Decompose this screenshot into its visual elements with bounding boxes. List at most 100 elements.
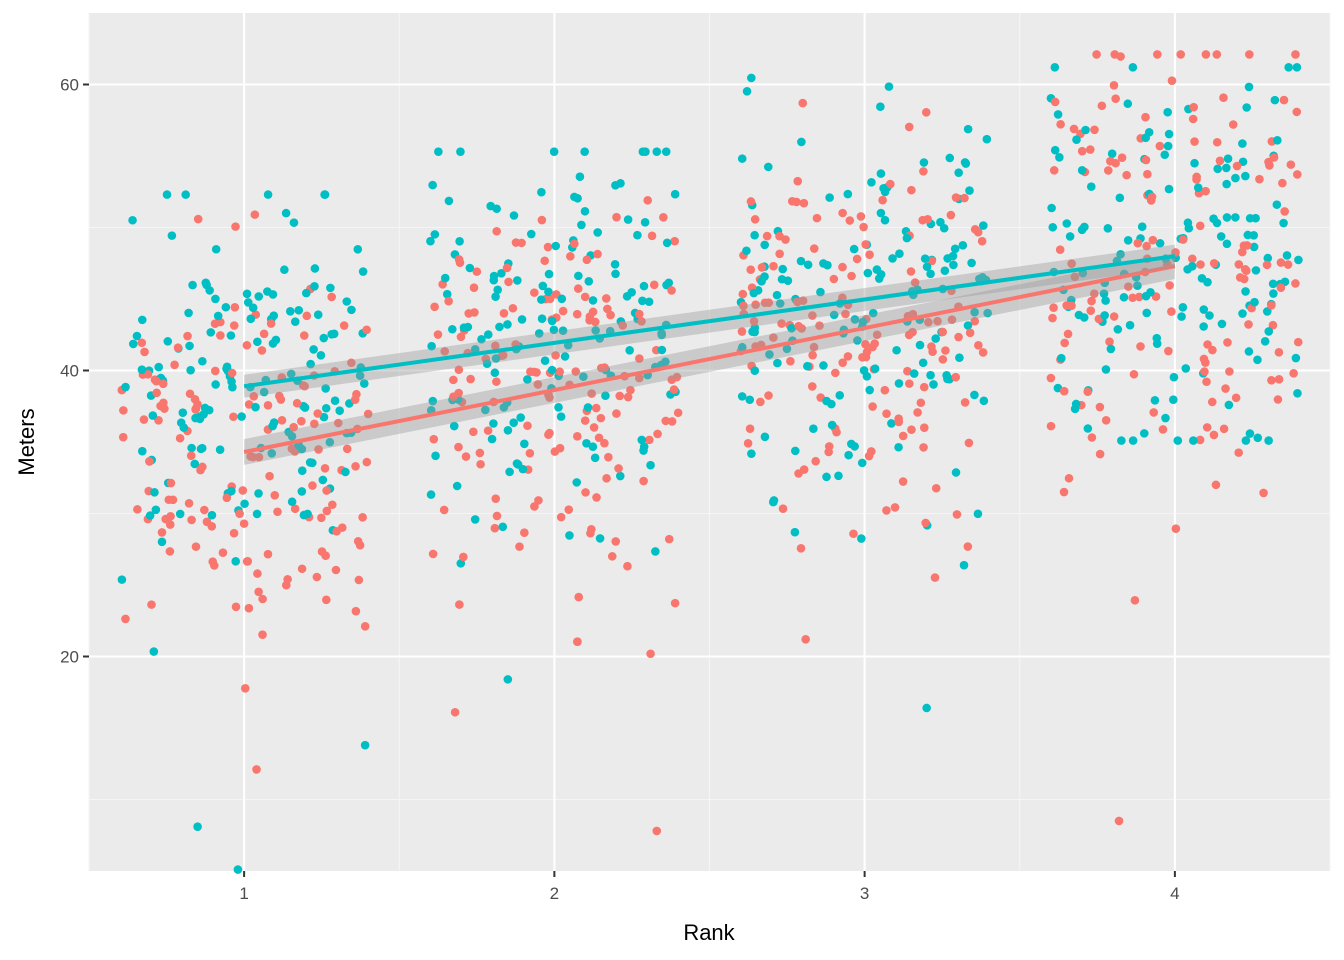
data-point: [747, 449, 756, 459]
data-point: [600, 438, 609, 448]
data-point: [610, 260, 620, 269]
data-point: [1276, 258, 1286, 267]
data-point: [1232, 161, 1242, 171]
data-point: [497, 269, 506, 278]
data-point: [672, 372, 682, 382]
data-point: [119, 406, 128, 415]
data-point: [601, 391, 610, 401]
data-point: [1143, 169, 1152, 179]
data-point: [657, 329, 666, 338]
data-point: [246, 452, 255, 461]
data-point: [491, 292, 500, 301]
data-point: [635, 354, 644, 363]
data-point: [319, 333, 329, 343]
data-point: [1070, 272, 1080, 282]
data-point: [977, 236, 987, 246]
data-point: [476, 459, 485, 469]
data-point: [517, 315, 527, 324]
data-point: [919, 423, 929, 432]
data-point: [637, 435, 647, 445]
axes: 1 2 3 4 20 40 60: [60, 76, 1180, 904]
data-point: [322, 486, 331, 495]
data-point: [1245, 213, 1255, 223]
data-point: [748, 327, 757, 336]
data-point: [533, 380, 543, 389]
data-point: [558, 326, 568, 335]
data-point: [149, 647, 159, 656]
data-point: [909, 369, 919, 378]
data-point: [429, 434, 439, 444]
data-point: [254, 452, 264, 462]
data-point: [661, 416, 671, 426]
data-point: [319, 412, 329, 422]
data-point: [1117, 153, 1127, 163]
data-point: [1086, 182, 1096, 191]
data-point: [330, 396, 340, 405]
data-point: [516, 413, 525, 422]
data-point: [228, 382, 237, 392]
data-point: [670, 598, 680, 608]
data-point: [283, 574, 292, 584]
data-point: [1244, 320, 1253, 329]
data-point: [221, 302, 231, 312]
data-point: [852, 254, 862, 264]
data-point: [1241, 171, 1250, 181]
data-point: [1163, 107, 1172, 117]
data-point: [321, 403, 331, 413]
data-point: [922, 703, 931, 713]
data-point: [1181, 364, 1191, 373]
data-point: [455, 237, 464, 246]
data-point: [892, 345, 901, 355]
data-point: [749, 288, 759, 298]
data-point: [466, 374, 475, 384]
data-point: [196, 465, 205, 475]
data-point: [1062, 301, 1071, 310]
data-point: [591, 326, 600, 335]
data-point: [504, 277, 513, 287]
data-point: [1231, 393, 1241, 403]
data-point: [490, 523, 500, 533]
data-point: [763, 162, 773, 172]
data-point: [967, 258, 976, 268]
data-point: [926, 370, 935, 380]
data-point: [880, 385, 890, 395]
data-point: [646, 649, 655, 659]
data-point: [1264, 157, 1273, 167]
data-point: [607, 552, 617, 561]
data-point: [904, 122, 914, 132]
data-point: [775, 299, 785, 308]
data-point: [965, 186, 974, 195]
data-point: [564, 505, 574, 514]
data-point: [187, 443, 196, 453]
data-point: [554, 402, 563, 412]
data-point: [1136, 342, 1145, 351]
data-point: [133, 505, 142, 514]
data-point: [1063, 329, 1073, 339]
data-point: [257, 346, 267, 355]
data-point: [894, 417, 904, 427]
data-point: [801, 635, 810, 644]
data-point: [657, 345, 667, 355]
data-point: [919, 167, 928, 176]
data-point: [207, 522, 217, 531]
data-point: [612, 409, 621, 418]
data-point: [824, 447, 833, 457]
data-point: [639, 476, 648, 486]
data-point: [178, 408, 188, 417]
data-point: [920, 254, 930, 263]
data-point: [862, 347, 872, 357]
data-point: [973, 509, 983, 519]
data-point: [167, 231, 177, 240]
data-point: [216, 331, 225, 340]
data-point: [872, 330, 882, 340]
data-point: [865, 385, 874, 395]
data-point: [154, 415, 163, 425]
data-point: [200, 403, 210, 413]
data-point: [465, 263, 475, 273]
data-point: [843, 352, 853, 361]
data-point: [137, 315, 147, 325]
trend-line: [243, 264, 1176, 454]
data-point: [186, 365, 195, 375]
data-point: [347, 305, 356, 315]
data-point: [1199, 305, 1209, 314]
